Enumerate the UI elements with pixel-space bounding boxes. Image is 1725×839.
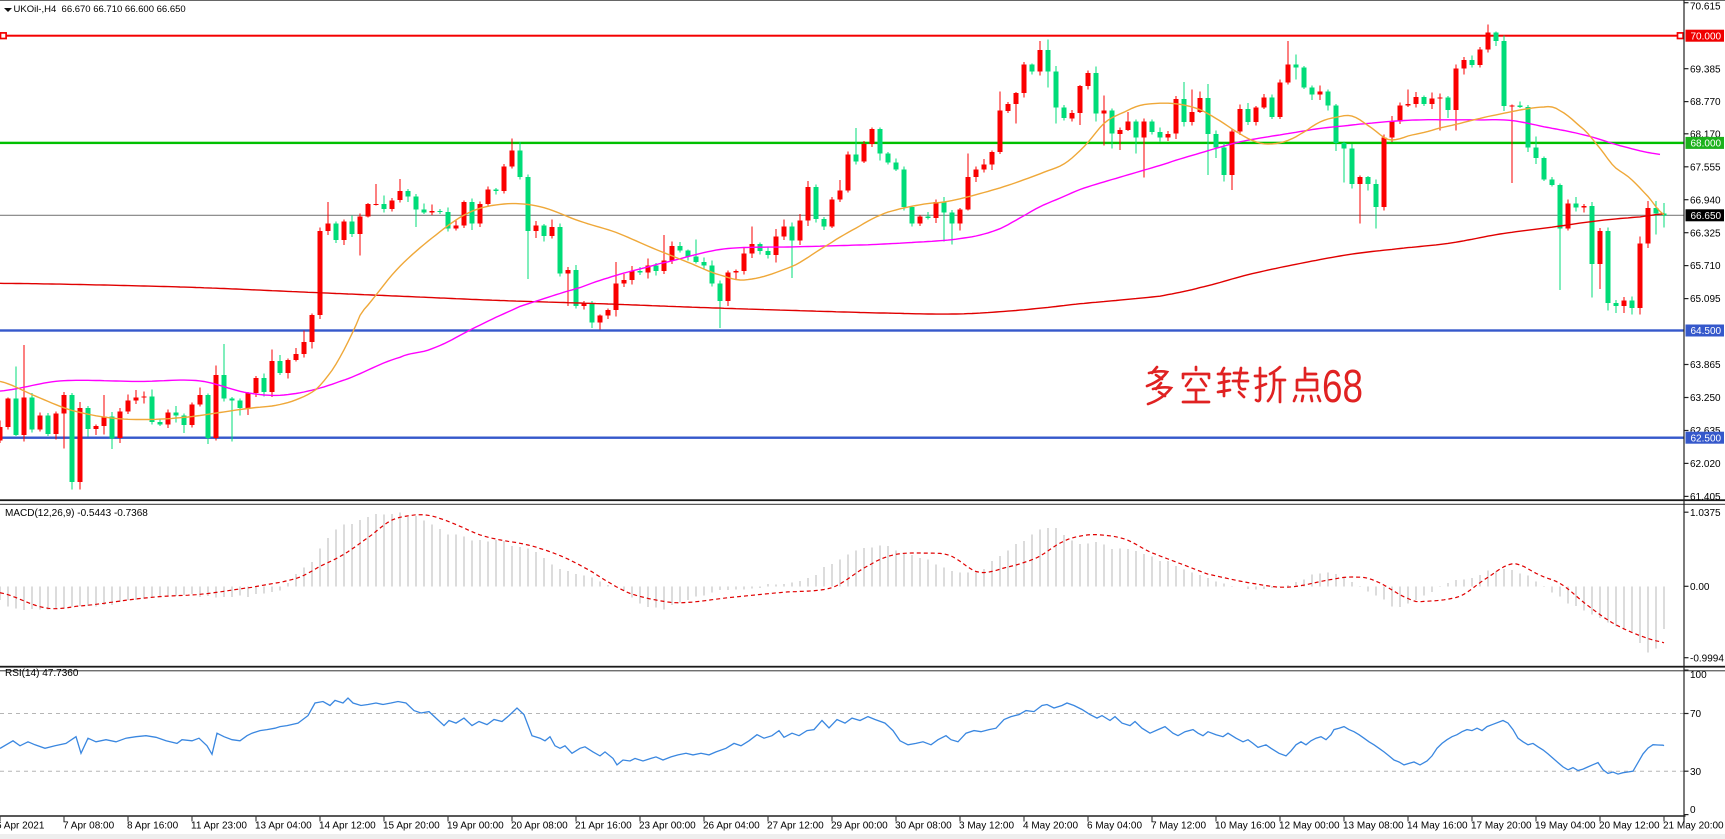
svg-text:0.00: 0.00 [1690,582,1710,593]
svg-text:21 Apr 16:00: 21 Apr 16:00 [575,821,632,832]
svg-text:62.020: 62.020 [1690,459,1721,470]
svg-text:62.500: 62.500 [1691,433,1722,444]
svg-text:30 Apr 08:00: 30 Apr 08:00 [895,821,952,832]
svg-text:4 May 20:00: 4 May 20:00 [1023,821,1078,832]
svg-text:7 Apr 08:00: 7 Apr 08:00 [63,821,115,832]
svg-text:10 May 16:00: 10 May 16:00 [1215,821,1276,832]
svg-text:63.250: 63.250 [1690,393,1721,404]
svg-text:68.000: 68.000 [1691,139,1722,150]
svg-text:61.405: 61.405 [1690,492,1721,503]
svg-text:23 Apr 00:00: 23 Apr 00:00 [639,821,696,832]
svg-text:27 Apr 12:00: 27 Apr 12:00 [767,821,824,832]
svg-text:69.385: 69.385 [1690,64,1721,75]
svg-text:MACD(12,26,9) -0.5443 -0.7368: MACD(12,26,9) -0.5443 -0.7368 [5,508,148,519]
svg-text:20 Apr 08:00: 20 Apr 08:00 [511,821,568,832]
svg-text:30: 30 [1690,767,1702,778]
svg-text:14 Apr 12:00: 14 Apr 12:00 [319,821,376,832]
svg-text:66.325: 66.325 [1690,228,1721,239]
svg-text:19 Apr 00:00: 19 Apr 00:00 [447,821,504,832]
svg-text:66.940: 66.940 [1690,195,1721,206]
svg-text:26 Apr 04:00: 26 Apr 04:00 [703,821,760,832]
svg-text:64.500: 64.500 [1691,326,1722,337]
svg-text:70.615: 70.615 [1690,2,1721,13]
svg-text:6 Apr 2021: 6 Apr 2021 [0,821,45,832]
svg-text:70: 70 [1690,709,1702,720]
svg-text:19 May 04:00: 19 May 04:00 [1535,821,1596,832]
svg-text:1.0375: 1.0375 [1690,508,1721,519]
svg-text:70.000: 70.000 [1691,31,1722,42]
svg-text:0: 0 [1690,805,1696,816]
svg-text:65.710: 65.710 [1690,261,1721,272]
svg-text:11 Apr 23:00: 11 Apr 23:00 [191,821,247,832]
svg-text:8 Apr 16:00: 8 Apr 16:00 [127,821,179,832]
svg-text:66.650: 66.650 [1691,211,1722,222]
svg-text:17 May 20:00: 17 May 20:00 [1471,821,1532,832]
svg-text:29 Apr 00:00: 29 Apr 00:00 [831,821,888,832]
svg-text:14 May 16:00: 14 May 16:00 [1407,821,1468,832]
svg-text:68.170: 68.170 [1690,129,1721,140]
svg-text:6 May 04:00: 6 May 04:00 [1087,821,1142,832]
svg-text:68.770: 68.770 [1690,97,1721,108]
svg-text:21 May 20:00: 21 May 20:00 [1663,821,1724,832]
svg-text:63.865: 63.865 [1690,360,1721,371]
svg-text:20 May 12:00: 20 May 12:00 [1599,821,1660,832]
svg-text:68: 68 [1322,360,1363,412]
svg-text:3 May 12:00: 3 May 12:00 [959,821,1014,832]
svg-text:UKOil-,H4 66.670 66.710 66.60: UKOil-,H4 66.670 66.710 66.600 66.650 [14,4,186,15]
svg-text:100: 100 [1690,670,1707,681]
svg-text:62.635: 62.635 [1690,426,1721,437]
svg-text:RSI(14) 47.7360: RSI(14) 47.7360 [5,668,79,679]
svg-text:-0.9994: -0.9994 [1690,653,1724,664]
svg-text:67.555: 67.555 [1690,162,1721,173]
svg-text:13 May 08:00: 13 May 08:00 [1343,821,1404,832]
svg-text:15 Apr 20:00: 15 Apr 20:00 [383,821,440,832]
svg-text:13 Apr 04:00: 13 Apr 04:00 [255,821,312,832]
svg-text:12 May 00:00: 12 May 00:00 [1279,821,1340,832]
svg-text:7 May 12:00: 7 May 12:00 [1151,821,1206,832]
svg-text:65.095: 65.095 [1690,294,1721,305]
